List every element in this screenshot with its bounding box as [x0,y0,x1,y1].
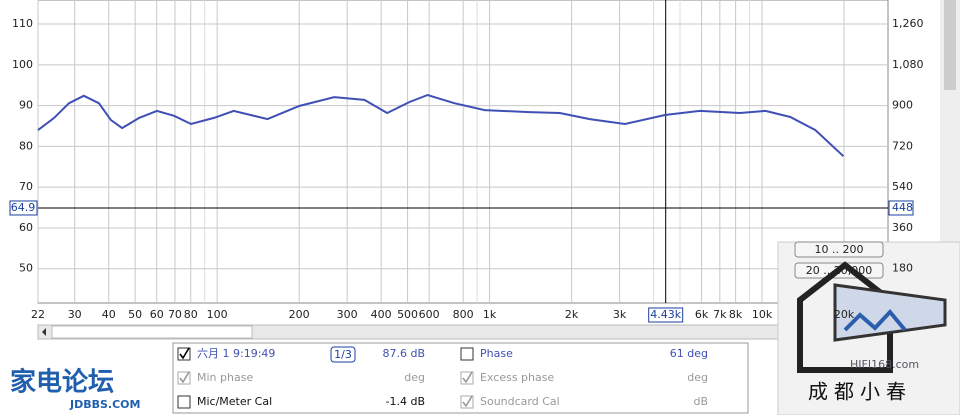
smoothing-label[interactable]: 1/3 [334,348,352,361]
x-tick-label: 200 [289,308,310,321]
legend-value: deg [404,371,425,384]
x-tick-label: 500 [397,308,418,321]
legend-label[interactable]: Phase [480,347,513,360]
zoom-button[interactable] [794,241,884,258]
x-tick-label: 60 [150,308,164,321]
x-tick-label: 600 [419,308,440,321]
checkbox[interactable] [460,347,474,361]
y2-tick-label: 1,260 [892,17,924,30]
watermark-left: 家电论坛 [10,367,114,398]
watermark-left-url: JDBBS.COM [69,398,140,411]
x-tick-label: 1k [483,308,497,321]
y-tick-label: 100 [12,58,33,71]
x-tick-label: 50 [128,308,142,321]
x-tick-label: 70 [168,308,182,321]
x-tick-label: 20k [834,308,855,321]
x-tick-label: 7k [713,308,727,321]
y2-tick-label: 1,080 [892,58,924,71]
cursor-x-label: 4.43k [650,308,681,321]
legend-label[interactable]: Mic/Meter Cal [197,395,272,408]
x-tick-label: 40 [102,308,116,321]
checkmark [462,395,473,408]
scroll-left-arrow[interactable] [42,328,46,336]
x-tick-label: 8k [729,308,743,321]
y-tick-label: 60 [19,221,33,234]
response-line [37,93,845,157]
x-tick-label: 30 [68,308,82,321]
cursor-y2-label: 448 [892,201,913,214]
y2-tick-label: 720 [892,139,913,152]
x-tick-label: 10k [752,308,773,321]
h-scroll-thumb[interactable] [51,325,253,339]
y2-tick-label: 900 [892,99,913,112]
x-tick-label: 3k [613,308,627,321]
x-tick-label: 400 [371,308,392,321]
checkmark [179,371,190,384]
x-tick-label: 80 [184,308,198,321]
watermark-right: 成都小春 [808,380,912,404]
y-tick-label: 80 [19,139,33,152]
v-scroll-thumb[interactable] [944,0,956,90]
checkmark [179,347,190,360]
legend-label[interactable]: Soundcard Cal [480,395,560,408]
y-tick-label: 70 [19,180,33,193]
legend-label[interactable]: Excess phase [480,371,554,384]
legend-value: deg [687,371,708,384]
legend-value: 61 deg [670,347,708,360]
checkmark [462,371,473,384]
watermark-right-url: HIFI168.com [850,358,919,371]
legend-label[interactable]: 六月 1 9:19:49 [197,347,275,360]
x-tick-label: 22 [31,308,45,321]
y-tick-label: 50 [19,262,33,275]
cursor-y2-box [888,200,914,216]
smoothing-box[interactable] [330,346,356,363]
cursor-y-box [9,200,38,216]
x-tick-label: 300 [337,308,358,321]
cursor-x-box [648,307,684,323]
legend-value: dB [693,395,708,408]
legend-label[interactable]: Min phase [197,371,253,384]
house-logo [797,261,947,373]
checkbox[interactable] [177,395,191,409]
y2-tick-label: 540 [892,180,913,193]
plot-layer [37,0,888,303]
y-tick-label: 90 [19,99,33,112]
x-tick-label: 6k [695,308,709,321]
x-tick-label: 800 [453,308,474,321]
legend-value: 87.6 dB [382,347,425,360]
y-tick-label: 110 [12,17,33,30]
x-tick-label: 100 [207,308,228,321]
cursor-y-label: 64.9 [11,201,36,214]
y2-tick-label: 180 [892,262,913,275]
y2-tick-label: 360 [892,221,913,234]
zoom-button-label[interactable]: 10 .. 200 [815,243,864,256]
legend-value: -1.4 dB [386,395,426,408]
x-tick-label: 2k [565,308,579,321]
